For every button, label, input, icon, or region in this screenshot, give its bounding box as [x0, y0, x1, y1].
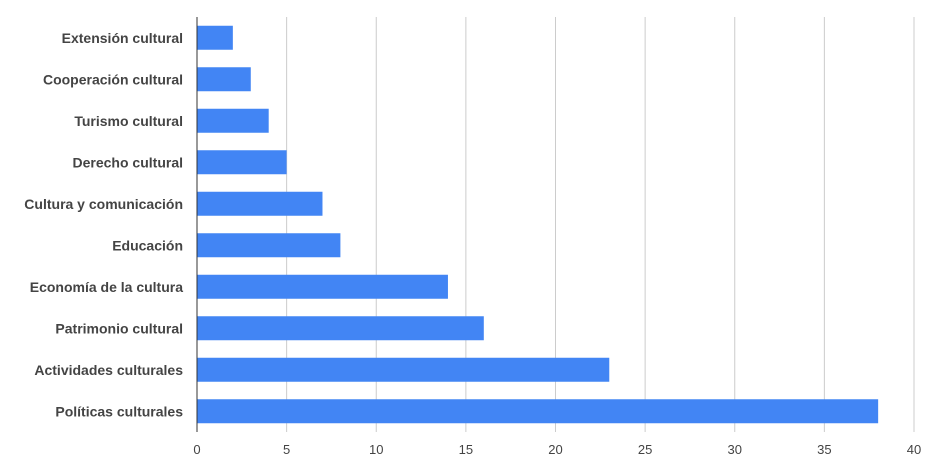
bar: [197, 274, 448, 299]
category-label: Actividades culturales: [34, 362, 183, 378]
category-label: Cultura y comunicación: [24, 196, 183, 212]
bars: [197, 25, 879, 424]
bar: [197, 191, 323, 216]
bar: [197, 357, 610, 382]
category-label: Cooperación cultural: [43, 71, 183, 87]
bar: [197, 233, 341, 258]
category-labels: Extensión cultural Cooperación cultural Tu…: [24, 30, 183, 420]
x-tick-label: 30: [728, 442, 742, 457]
x-tick-label: 0: [193, 442, 200, 457]
bar: [197, 25, 233, 50]
bar: [197, 150, 287, 175]
category-label: Políticas culturales: [55, 403, 183, 419]
x-tick-label: 40: [907, 442, 921, 457]
category-label: Extensión cultural: [62, 30, 183, 46]
x-tick-label: 35: [817, 442, 831, 457]
x-tick-label: 10: [369, 442, 383, 457]
x-tick-label: 20: [548, 442, 562, 457]
category-label: Turismo cultural: [74, 113, 183, 129]
bar: [197, 67, 251, 92]
bar: [197, 108, 269, 133]
bar: [197, 316, 484, 341]
x-tick-labels: 0 5 10 15 20 25 30 35 40: [193, 442, 921, 457]
x-tick-label: 25: [638, 442, 652, 457]
category-label: Patrimonio cultural: [55, 320, 183, 336]
category-label: Educación: [112, 237, 183, 253]
grid-lines: [286, 17, 915, 432]
category-label: Economía de la cultura: [30, 279, 183, 295]
bar: [197, 399, 879, 424]
x-tick-label: 5: [283, 442, 290, 457]
category-label: Derecho cultural: [73, 154, 183, 170]
x-tick-label: 15: [459, 442, 473, 457]
